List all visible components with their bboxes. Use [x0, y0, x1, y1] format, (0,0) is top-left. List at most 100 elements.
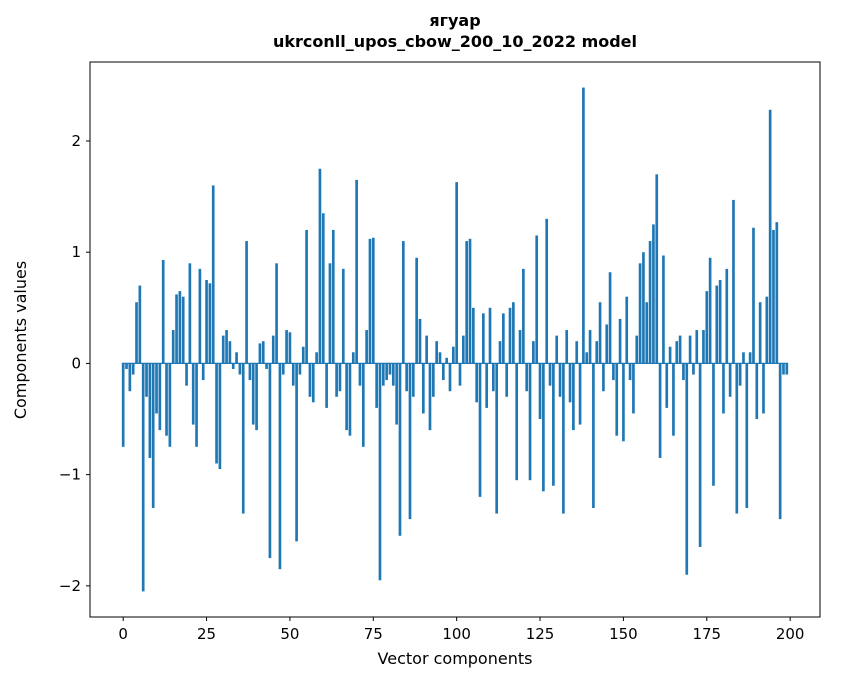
bar [448, 363, 452, 392]
bar [708, 257, 712, 364]
bar [682, 363, 685, 381]
bar [241, 363, 245, 514]
bar-series [121, 87, 789, 592]
bar [178, 291, 182, 364]
x-axis-ticks: 0 25 50 75 100 125 150 175 200 [118, 617, 804, 643]
bar [538, 363, 542, 420]
bar [585, 352, 589, 364]
x-tick-label: 25 [197, 625, 216, 643]
bar [221, 335, 225, 364]
bar [341, 268, 345, 364]
bar [635, 335, 639, 364]
bar [562, 363, 565, 514]
bar [715, 285, 719, 364]
bar [515, 363, 519, 481]
bar [495, 363, 499, 514]
bar [462, 335, 465, 364]
bar [315, 352, 318, 364]
bar [508, 307, 512, 364]
bar [195, 363, 198, 447]
bar [211, 185, 215, 364]
bar [271, 335, 275, 364]
bar [311, 363, 315, 403]
bar [775, 222, 779, 364]
bar [548, 363, 552, 386]
bar [188, 263, 192, 364]
bar [778, 363, 782, 520]
x-tick-label: 125 [526, 625, 555, 643]
bar [685, 363, 689, 575]
bar [755, 363, 759, 420]
bar [411, 363, 415, 397]
bar [415, 257, 418, 364]
bar [648, 241, 652, 364]
bar [145, 363, 148, 397]
bar [381, 363, 385, 386]
bar [512, 302, 515, 364]
bar [225, 330, 228, 364]
bar [498, 341, 502, 364]
bar [348, 363, 352, 436]
y-tick-label: 1 [71, 243, 81, 261]
y-axis-label: Components values [11, 261, 30, 419]
bar [655, 174, 659, 364]
bar [692, 363, 695, 375]
bar [628, 363, 632, 381]
bar [598, 302, 602, 364]
bar [288, 332, 292, 364]
bar [325, 363, 328, 408]
bar [582, 87, 585, 364]
bar [665, 363, 669, 408]
bar [371, 237, 375, 364]
bar [238, 363, 242, 375]
bar [268, 363, 272, 559]
bar [732, 199, 735, 364]
bar [785, 363, 789, 375]
bar [405, 363, 408, 392]
bar [171, 330, 175, 364]
bar [555, 335, 559, 364]
bar [231, 363, 235, 369]
bar [355, 179, 358, 364]
bar [652, 224, 655, 364]
bar [218, 363, 222, 470]
bar [532, 341, 535, 364]
bar [131, 363, 135, 375]
plot-frame [89, 61, 821, 618]
bar [625, 296, 629, 364]
bar [275, 263, 278, 364]
bar [525, 363, 529, 392]
bar [768, 109, 772, 364]
bar [658, 363, 662, 458]
bar [468, 238, 472, 364]
bar [418, 318, 422, 364]
bar [575, 341, 579, 364]
bar [388, 363, 392, 375]
bar [762, 363, 765, 414]
bar [291, 363, 295, 386]
bar [782, 363, 785, 375]
bar [281, 363, 285, 375]
bar [482, 313, 485, 364]
bar [595, 341, 599, 364]
bar [425, 335, 428, 364]
bar [235, 352, 238, 364]
bar [121, 363, 125, 447]
bar [245, 241, 248, 364]
bar [472, 307, 475, 364]
bar [572, 363, 575, 431]
bar [455, 182, 458, 364]
x-tick-label: 175 [692, 625, 721, 643]
bar [255, 363, 258, 431]
bar [518, 330, 522, 364]
bar [295, 363, 298, 542]
bar [488, 307, 492, 364]
bar [668, 346, 672, 364]
bar [175, 294, 178, 364]
bar [208, 283, 212, 364]
bar [542, 363, 545, 492]
bar [165, 363, 168, 436]
bar [485, 363, 489, 408]
bar [492, 363, 495, 392]
